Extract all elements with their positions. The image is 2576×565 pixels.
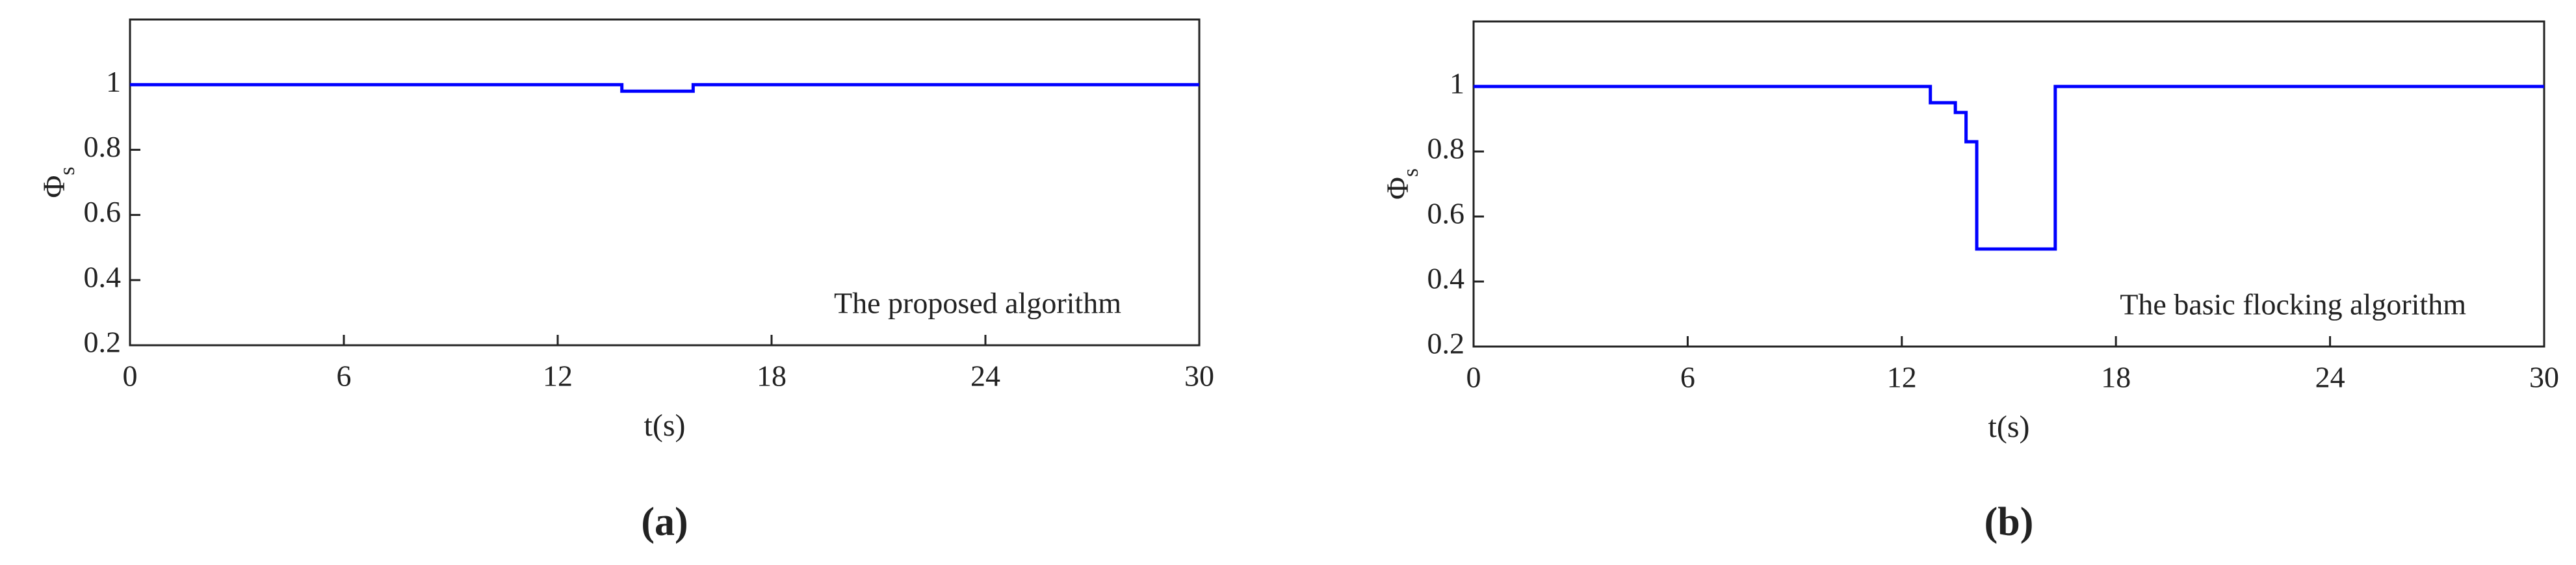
caption: (a) xyxy=(641,500,688,544)
y-tick-label: 1 xyxy=(1450,67,1464,100)
y-tick-label: 0.8 xyxy=(1427,132,1465,165)
x-tick-label: 0 xyxy=(123,360,138,393)
y-axis-symbol: Φ xyxy=(37,176,72,198)
x-tick-label: 6 xyxy=(1680,361,1695,394)
y-axis-label: Φs xyxy=(37,166,79,198)
x-tick-label: 24 xyxy=(970,360,1000,393)
chart-panel: 0 6 12 18 24 30 0.2 0.4 0.6 0.8 1 t(s) Φs The basic f… xyxy=(1381,20,2559,544)
x-tick-label: 30 xyxy=(2529,361,2559,394)
x-tick-label: 6 xyxy=(337,360,352,393)
annotation: The basic flocking algorithm xyxy=(2120,288,2466,321)
x-tick-label: 0 xyxy=(1466,361,1481,394)
x-tick-label: 12 xyxy=(1887,361,1917,394)
x-tick-label: 30 xyxy=(1184,360,1214,393)
plot-frame xyxy=(129,18,1201,347)
x-tick-label: 12 xyxy=(543,360,573,393)
x-tick-label: 24 xyxy=(2315,361,2345,394)
y-axis-symbol: Φ xyxy=(1381,177,1415,200)
annotation: The proposed algorithm xyxy=(834,287,1121,320)
chart-panel: 0 6 12 18 24 30 0.2 0.4 0.6 0.8 1 t(s) Φs The propose… xyxy=(37,18,1214,544)
data-line xyxy=(1474,85,2544,251)
y-tick-label: 1 xyxy=(106,65,121,98)
x-axis-label: t(s) xyxy=(644,408,686,443)
y-tick-label: 0.4 xyxy=(1427,262,1465,295)
x-tick-label: 18 xyxy=(757,360,787,393)
caption: (b) xyxy=(1984,500,2034,544)
y-axis-subscript: s xyxy=(55,166,79,175)
plot-frame xyxy=(1472,20,2545,348)
y-tick-label: 0.6 xyxy=(84,195,122,228)
y-tick-label: 0.4 xyxy=(84,260,122,293)
y-axis-label: Φs xyxy=(1381,168,1423,200)
y-tick-label: 0.8 xyxy=(84,130,122,163)
y-tick-label: 0.2 xyxy=(1427,327,1465,360)
y-axis-subscript: s xyxy=(1399,168,1423,177)
x-tick-label: 18 xyxy=(2101,361,2131,394)
y-tick-label: 0.6 xyxy=(1427,197,1465,230)
data-line xyxy=(130,83,1199,93)
y-tick-label: 0.2 xyxy=(84,326,122,359)
x-axis-label: t(s) xyxy=(1988,410,2030,444)
